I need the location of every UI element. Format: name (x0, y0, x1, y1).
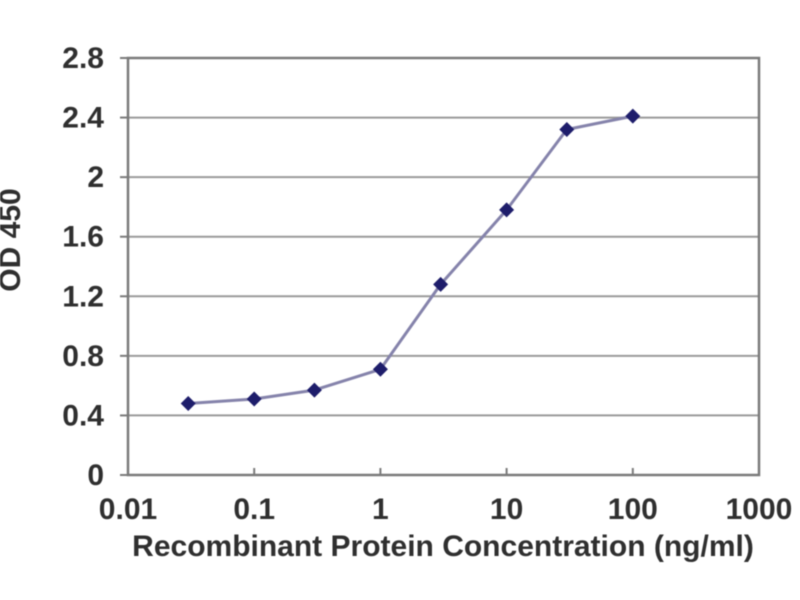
x-tick-label: 0.1 (233, 493, 275, 526)
x-tick-label: 0.01 (99, 493, 157, 526)
plot-area: 0 0.4 0.8 1.2 1.6 2 2.4 2.8 0.01 0.1 1 10 100 1000 (62, 42, 792, 526)
x-tick-label: 1 (372, 493, 389, 526)
y-tick-label: 1.6 (62, 221, 104, 254)
x-tick-label: 1000 (726, 493, 793, 526)
plot-frame (126, 56, 761, 477)
data-point-marker (306, 382, 322, 398)
data-point-marker (372, 361, 388, 377)
data-point-marker (625, 108, 641, 124)
x-tick-label: 10 (490, 493, 523, 526)
data-point-marker (180, 396, 196, 412)
data-point-marker (559, 121, 575, 137)
y-tick-label: 2.4 (62, 102, 104, 135)
data-point-marker (433, 276, 449, 292)
x-axis-title: Recombinant Protein Concentration (ng/ml… (132, 530, 754, 563)
y-tick-label: 0.4 (62, 399, 104, 432)
data-point-marker (246, 391, 262, 407)
y-tick-label: 2 (87, 161, 104, 194)
y-tick-label: 0.8 (62, 340, 104, 373)
series-line (188, 114, 634, 405)
data-point-marker (499, 202, 515, 218)
y-axis-title: OD 450 (0, 188, 27, 291)
y-tick-label: 0 (87, 459, 104, 492)
y-tick-label: 1.2 (62, 280, 104, 313)
y-tick-label: 2.8 (62, 42, 104, 75)
x-tick-label: 100 (608, 493, 658, 526)
